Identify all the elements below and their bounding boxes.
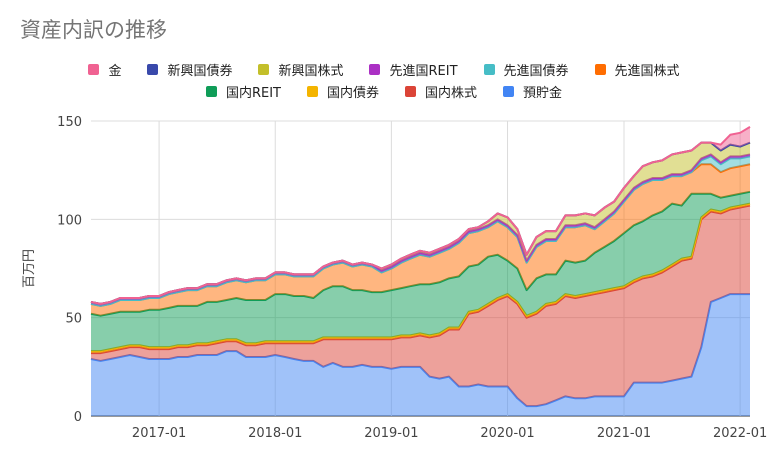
legend-item[interactable]: 先進国REIT (369, 60, 458, 79)
y-tick-label: 100 (57, 213, 82, 228)
area-fill (91, 205, 750, 407)
legend-item[interactable]: 金 (88, 60, 121, 79)
legend-label: 国内REIT (225, 85, 281, 101)
legend-item[interactable]: 国内REIT (205, 82, 281, 101)
y-axis-label: 百万円 (22, 249, 37, 288)
legend-label: 先進国債券 (503, 63, 569, 79)
legend-swatch (503, 85, 515, 97)
x-tick-label: 2019-01 (364, 426, 418, 441)
legend-swatch (88, 63, 100, 75)
legend-swatch (258, 63, 270, 75)
legend-row: 国内REIT 国内債券 国内株式 預貯金 (0, 80, 768, 102)
area-fill (91, 142, 750, 304)
legend-label: 金 (108, 63, 122, 79)
area-line (90, 126, 751, 305)
chart-legend: 金新興国債券 新興国株式 先進国REIT 先進国債券 先進国株式 国内REIT 国内債券 国内… (0, 58, 768, 102)
x-tick-label: 2020-01 (480, 426, 534, 441)
legend-swatch (205, 85, 217, 97)
area-fill (91, 191, 750, 352)
y-tick-label: 50 (65, 312, 82, 327)
legend-swatch (483, 63, 495, 75)
x-tick-label: 2022-01 (713, 426, 767, 441)
legend-item[interactable]: 新興国株式 (258, 60, 343, 79)
legend-swatch (306, 85, 318, 97)
legend-label: 国内債券 (326, 85, 379, 101)
x-tick-label: 2018-01 (248, 426, 302, 441)
area-fill (91, 294, 750, 416)
legend-row: 金 新興国債券 新興国株式 先進国REIT 先進国債券 先進国株式 (0, 58, 768, 80)
legend-label: 先進国株式 (614, 63, 680, 79)
legend-label: 国内株式 (425, 85, 478, 101)
y-tick-label: 150 (57, 115, 82, 130)
legend-label: 預貯金 (523, 85, 563, 101)
legend-label: 先進国REIT (389, 63, 458, 79)
area-fill (91, 164, 750, 316)
legend-item[interactable]: 国内株式 (405, 82, 477, 101)
legend-item[interactable]: 預貯金 (503, 82, 562, 101)
legend-swatch (147, 63, 159, 75)
legend-swatch (369, 63, 381, 75)
legend-item[interactable]: 先進国株式 (594, 60, 680, 79)
legend-swatch (405, 85, 416, 97)
legend-label: 新興国株式 (278, 63, 344, 79)
legend-swatch (594, 63, 606, 75)
legend-item[interactable]: 新興国債券 (147, 60, 232, 79)
legend-item[interactable]: 先進国債券 (483, 60, 569, 79)
area-series (90, 126, 751, 305)
legend-label: 新興国債券 (167, 63, 233, 79)
legend-item[interactable]: 国内債券 (306, 82, 379, 101)
x-tick-label: 2021-01 (597, 426, 651, 441)
y-tick-label: 0 (74, 410, 82, 425)
chart-title: 資産内訳の推移 (20, 18, 167, 42)
x-tick-label: 2017-01 (132, 426, 186, 441)
